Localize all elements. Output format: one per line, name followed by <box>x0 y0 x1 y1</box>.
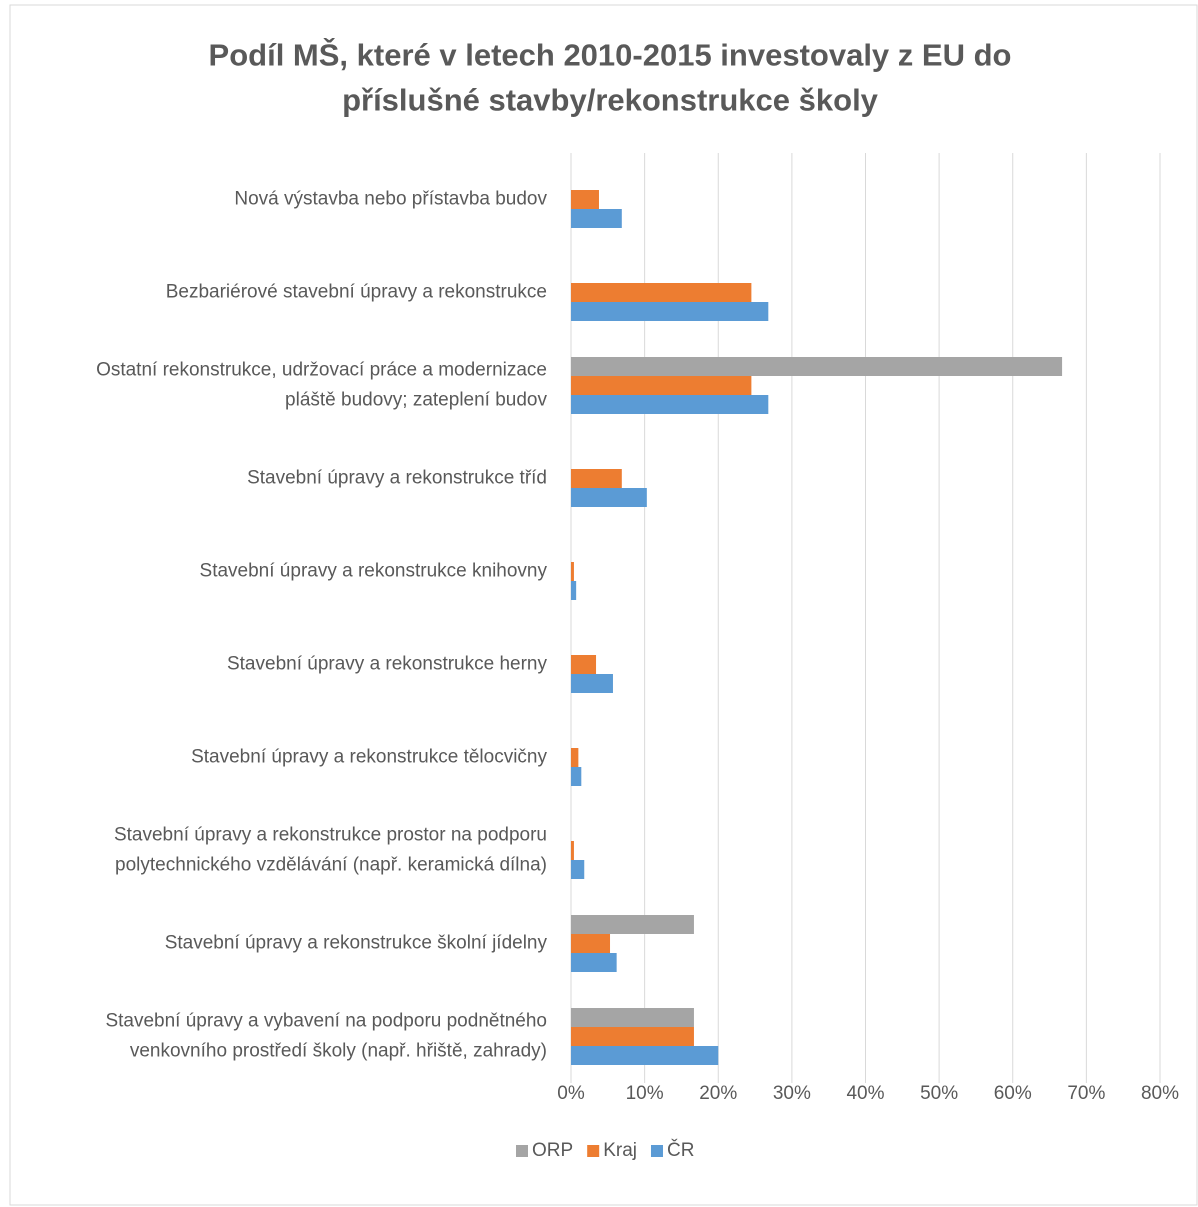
bar <box>571 841 574 860</box>
y-tick-label: Stavební úpravy a rekonstrukce tříd <box>247 468 547 489</box>
y-tick-label: Nová výstavba nebo přístavba budov <box>234 189 547 210</box>
legend-swatch <box>587 1145 600 1157</box>
y-tick-label: Bezbariérové stavební úpravy a rekonstru… <box>166 282 547 303</box>
bar <box>571 767 582 786</box>
bar <box>571 674 613 693</box>
x-tick-label: 20% <box>699 1083 737 1104</box>
bar <box>571 915 694 934</box>
y-tick-label: Stavební úpravy a rekonstrukce prostor n… <box>114 825 547 876</box>
bar <box>571 655 597 674</box>
bar <box>571 1027 694 1046</box>
x-tick-label: 10% <box>626 1083 664 1104</box>
bar <box>571 953 617 972</box>
bar <box>571 934 611 953</box>
legend-label: ČR <box>667 1139 694 1161</box>
x-tick-label: 60% <box>994 1083 1032 1104</box>
bar <box>571 562 574 581</box>
bar <box>571 581 577 600</box>
x-tick-label: 0% <box>557 1083 585 1104</box>
bar <box>571 302 769 321</box>
bar <box>571 283 752 302</box>
y-tick-label: Stavební úpravy a rekonstrukce školní jí… <box>165 933 548 954</box>
bar <box>571 469 622 488</box>
legend-label: ORP <box>532 1140 573 1161</box>
y-tick-label: Stavební úpravy a rekonstrukce tělocvičn… <box>191 747 547 768</box>
bar <box>571 190 599 209</box>
y-tick-label: Stavební úpravy a rekonstrukce knihovny <box>200 561 548 582</box>
x-tick-label: 70% <box>1067 1083 1105 1104</box>
bar <box>571 488 647 507</box>
x-tick-label: 80% <box>1141 1083 1179 1104</box>
y-tick-label: Ostatní rekonstrukce, udržovací práce a … <box>96 360 547 411</box>
bar <box>571 748 579 767</box>
bar <box>571 860 585 879</box>
y-tick-label: Stavební úpravy a vybavení na podporu po… <box>105 1011 547 1062</box>
bar <box>571 357 1063 376</box>
x-tick-label: 40% <box>846 1083 884 1104</box>
x-tick-label: 30% <box>773 1083 811 1104</box>
bar <box>571 395 769 414</box>
y-tick-label: Stavební úpravy a rekonstrukce herny <box>227 654 548 675</box>
legend-swatch <box>650 1145 663 1157</box>
x-tick-label: 50% <box>920 1083 958 1104</box>
bar <box>571 209 622 228</box>
bar <box>571 376 752 395</box>
legend-swatch <box>516 1145 528 1157</box>
bar <box>571 1046 719 1065</box>
legend-label: Kraj <box>603 1140 637 1161</box>
chart-frame <box>9 4 1198 1206</box>
chart-title: Podíl MŠ, které v letech 2010-2015 inves… <box>209 37 1012 118</box>
bar <box>571 1008 694 1027</box>
